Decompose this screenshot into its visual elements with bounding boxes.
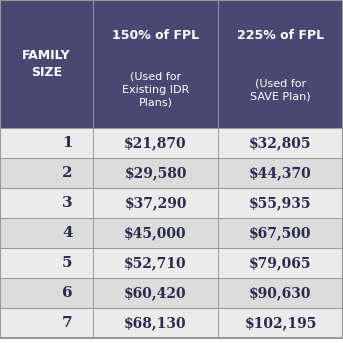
Text: $90,630: $90,630 — [249, 286, 312, 300]
Bar — [218, 128, 343, 158]
Bar — [218, 158, 343, 188]
Text: 225% of FPL: 225% of FPL — [237, 29, 324, 42]
Text: 4: 4 — [62, 226, 72, 240]
Text: 6: 6 — [62, 286, 72, 300]
Bar — [218, 248, 343, 278]
Text: 1: 1 — [62, 136, 72, 150]
Text: $44,370: $44,370 — [249, 166, 312, 180]
Text: $102,195: $102,195 — [244, 316, 317, 330]
Text: $45,000: $45,000 — [124, 226, 187, 240]
Text: 2: 2 — [62, 166, 72, 180]
Text: $55,935: $55,935 — [249, 196, 312, 210]
Text: $21,870: $21,870 — [124, 136, 187, 150]
Text: $37,290: $37,290 — [124, 196, 187, 210]
Text: $79,065: $79,065 — [249, 256, 312, 270]
Bar — [93, 278, 218, 308]
Text: 3: 3 — [62, 196, 72, 210]
Bar — [218, 188, 343, 218]
Bar — [93, 248, 218, 278]
Text: $52,710: $52,710 — [124, 256, 187, 270]
Bar — [93, 218, 218, 248]
Bar — [93, 188, 218, 218]
Bar — [0, 0, 93, 128]
Text: $60,420: $60,420 — [124, 286, 187, 300]
Bar — [218, 278, 343, 308]
Bar — [0, 188, 93, 218]
Text: $32,805: $32,805 — [249, 136, 312, 150]
Text: FAMILY
SIZE: FAMILY SIZE — [22, 49, 71, 79]
Bar — [93, 158, 218, 188]
Bar — [0, 128, 93, 158]
Text: (Used for
Existing IDR
Plans): (Used for Existing IDR Plans) — [122, 71, 189, 108]
Text: $67,500: $67,500 — [249, 226, 312, 240]
Text: $68,130: $68,130 — [124, 316, 187, 330]
Bar — [93, 128, 218, 158]
Text: $29,580: $29,580 — [124, 166, 187, 180]
Bar — [0, 218, 93, 248]
Bar — [218, 308, 343, 338]
Bar — [0, 308, 93, 338]
Bar — [93, 0, 218, 128]
Text: 150% of FPL: 150% of FPL — [112, 29, 199, 42]
Bar — [218, 218, 343, 248]
Bar — [0, 158, 93, 188]
Text: (Used for
SAVE Plan): (Used for SAVE Plan) — [250, 78, 311, 101]
Text: 5: 5 — [62, 256, 72, 270]
Bar — [218, 0, 343, 128]
Bar — [0, 278, 93, 308]
Text: 7: 7 — [62, 316, 72, 330]
Bar — [93, 308, 218, 338]
Bar — [0, 248, 93, 278]
